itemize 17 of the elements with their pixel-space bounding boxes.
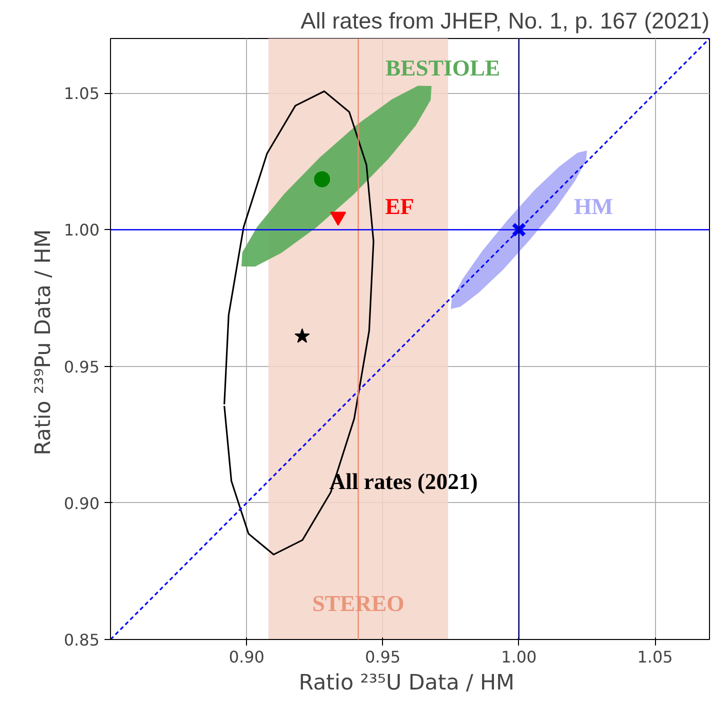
- x-tick-label: 0.90: [228, 648, 264, 666]
- x-axis-title: Ratio ²³⁵U Data / HM: [298, 670, 514, 696]
- y-tick-label: 1.00: [64, 220, 100, 240]
- y-tick-label: 0.90: [64, 494, 100, 513]
- series-label: HM: [574, 194, 613, 220]
- point: [294, 328, 310, 343]
- series-label: BESTIOLE: [386, 56, 500, 81]
- y-tick-label: 1.05: [64, 84, 100, 104]
- y-tick-label: 0.85: [64, 630, 100, 650]
- y-tick-label: 0.95: [64, 357, 100, 376]
- y-axis-title: Ratio ²³⁹Pu Data / HM: [30, 229, 56, 456]
- series-label: EF: [385, 194, 414, 220]
- chart-title: All rates from JHEP, No. 1, p. 167 (2021): [300, 8, 710, 34]
- x-tick-label: 1.00: [501, 648, 537, 666]
- x-tick-label: 0.95: [364, 648, 401, 666]
- point: [314, 171, 330, 188]
- x-tick-label: 1.05: [637, 648, 673, 666]
